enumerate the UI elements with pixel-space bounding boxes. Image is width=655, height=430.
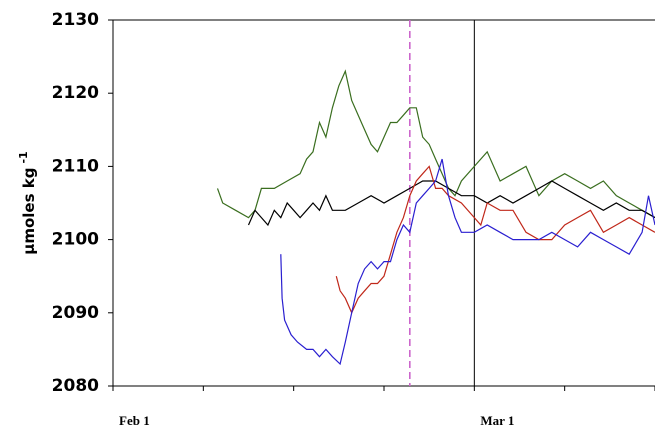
x-tick-label: Feb 1 (119, 413, 150, 428)
y-tick-label: 2090 (52, 303, 99, 323)
data-line (280, 158, 655, 366)
y-axis-superscript: -1 (17, 151, 30, 163)
y-tick-label: 2110 (52, 156, 99, 176)
y-axis-title: µmoles kg -1 (17, 151, 38, 254)
data-line (247, 180, 655, 227)
y-axis-label: µmoles kg (20, 168, 38, 255)
y-tick-label: 2120 (52, 83, 99, 103)
x-tick-label: Mar 1 (480, 413, 514, 428)
y-tick-label: 2080 (52, 376, 99, 396)
data-line (216, 69, 655, 219)
data-line (335, 165, 655, 315)
y-tick-label: 2100 (52, 230, 99, 250)
y-tick-label: 2130 (52, 10, 99, 30)
